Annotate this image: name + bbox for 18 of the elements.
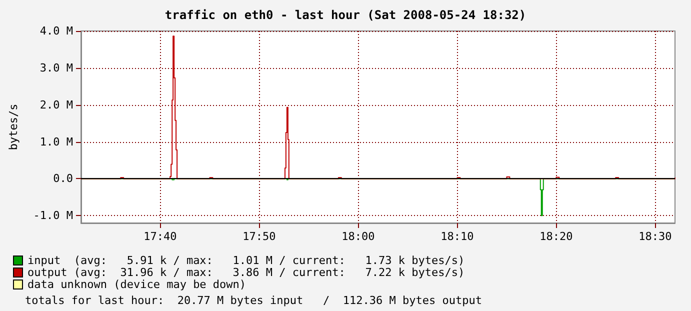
x-tick-label: 17:50 bbox=[242, 230, 276, 243]
y-tick-label: 1.0 M bbox=[40, 135, 74, 148]
x-tick-label: 18:20 bbox=[540, 230, 573, 243]
y-tick-label: 3.0 M bbox=[40, 61, 74, 74]
y-tick-label: 2.0 M bbox=[40, 98, 74, 112]
chart-title: traffic on eth0 - last hour (Sat 2008-05-24 18:32) bbox=[164, 8, 526, 22]
legend-label: output (avg: 31.96 k / max: 3.86 M / current: 7.22 k bytes/s) bbox=[28, 266, 465, 279]
y-axis-title: bytes/s bbox=[7, 104, 20, 150]
x-tick-label: 18:00 bbox=[342, 230, 375, 243]
x-tick-label: 17:40 bbox=[144, 230, 177, 243]
x-tick-label: 18:10 bbox=[440, 230, 474, 243]
legend-label: data unknown (device may be down) bbox=[28, 278, 246, 291]
y-tick-label: 4.0 M bbox=[40, 24, 74, 38]
x-tick-label: 18:30 bbox=[638, 230, 672, 243]
y-tick-label: 0.0 bbox=[53, 172, 73, 186]
y-tick-label: -1.0 M bbox=[33, 209, 74, 222]
legend-label: input (avg: 5.91 k / max: 1.01 M / current: 1.73 k bytes/s) bbox=[28, 254, 465, 267]
text: totals for last hour: 20.77 M bytes input / 112.36 M bytes output bbox=[25, 294, 482, 307]
